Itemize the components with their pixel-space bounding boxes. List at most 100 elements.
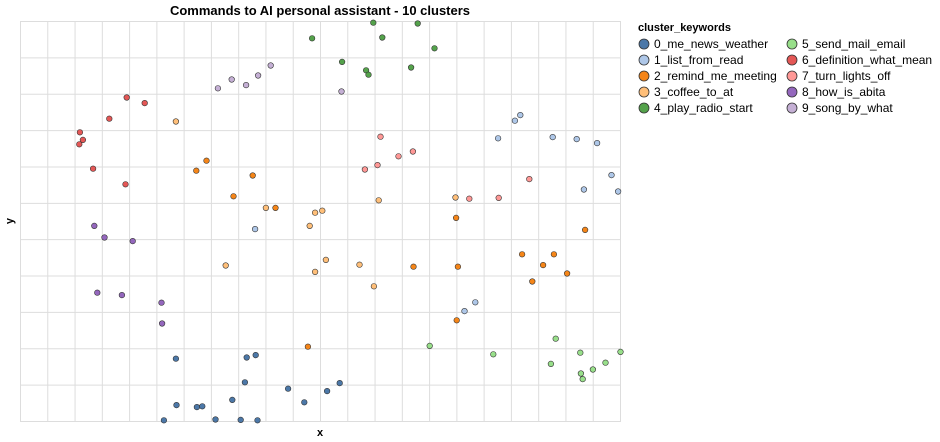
data-point-cluster-0 [229,396,236,404]
y-axis-title: y [4,217,16,224]
data-point-cluster-0 [285,385,292,392]
data-point-cluster-7 [361,166,369,173]
data-point-cluster-2 [550,251,558,258]
data-point-cluster-6 [89,165,97,172]
legend-label: 2_remind_me_meeting [654,69,777,83]
legend-item: 4_play_radio_start [638,101,753,115]
data-point-cluster-6 [76,141,83,148]
data-point-cluster-1 [608,172,615,179]
legend-item: 0_me_news_weather [638,37,768,51]
legend-symbol [638,38,650,50]
data-point-cluster-9 [267,62,274,69]
data-point-cluster-1 [614,188,622,195]
legend-label: 8_how_is_abita [802,85,886,99]
data-point-cluster-3 [172,118,179,125]
data-point-cluster-3 [312,268,319,276]
data-points [76,19,624,424]
data-point-cluster-4 [408,64,415,71]
data-point-cluster-7 [377,133,384,140]
legend-label: 6_definition_what_mean [802,53,932,67]
legend-label: 7_turn_lights_off [802,69,891,83]
legend-symbol [786,38,798,50]
data-point-cluster-0 [241,379,248,386]
data-point-cluster-2 [539,262,547,269]
data-point-cluster-4 [365,71,372,78]
data-point-cluster-6 [79,136,86,143]
data-point-cluster-9 [338,88,345,95]
data-point-cluster-0 [193,404,200,411]
legend-symbol [786,86,798,98]
data-point-cluster-0 [199,403,206,410]
data-point-cluster-3 [262,204,270,211]
data-point-cluster-7 [466,195,473,202]
data-point-cluster-2 [453,317,460,324]
data-point-cluster-4 [379,34,386,41]
data-point-cluster-5 [577,370,585,377]
data-point-cluster-2 [518,251,526,258]
legend-item: 6_definition_what_mean [786,53,932,67]
data-point-cluster-3 [319,207,326,214]
data-point-cluster-5 [589,366,597,373]
data-point-cluster-7 [395,153,402,160]
legend-item: 1_list_from_read [638,53,743,67]
data-point-cluster-7 [495,194,502,201]
legend-item: 8_how_is_abita [786,85,886,99]
data-point-cluster-1 [517,111,524,119]
data-point-cluster-8 [101,234,108,241]
legend-symbol [638,70,650,82]
legend-symbol [786,54,798,66]
legend-label: 0_me_news_weather [654,37,768,51]
data-point-cluster-2 [410,263,417,270]
data-point-cluster-3 [222,262,229,269]
legend-item: 7_turn_lights_off [786,69,891,83]
data-point-cluster-5 [602,359,609,366]
data-point-cluster-5 [490,351,497,358]
data-point-cluster-4 [414,20,421,27]
data-point-cluster-0 [336,380,343,387]
data-point-cluster-2 [581,226,589,233]
data-point-cluster-2 [230,193,237,200]
data-point-cluster-9 [243,81,250,89]
data-point-cluster-5 [579,376,586,383]
data-point-cluster-2 [249,172,256,179]
data-point-cluster-8 [129,238,136,245]
data-point-cluster-9 [214,85,221,92]
legend-symbol [638,86,650,98]
legend-title: cluster_keywords [638,22,731,34]
legend-label: 5_send_mail_email [802,37,905,51]
data-point-cluster-3 [452,194,459,201]
data-point-cluster-1 [495,135,502,142]
data-point-cluster-1 [573,136,580,143]
data-point-cluster-5 [547,360,555,368]
legend-label: 4_play_radio_start [654,101,753,115]
data-point-cluster-9 [228,76,235,83]
data-point-cluster-2 [304,343,312,350]
gridlines [20,21,621,422]
data-point-cluster-2 [454,263,462,270]
data-point-cluster-0 [212,416,219,423]
legend-item: 2_remind_me_meeting [638,69,777,83]
data-point-cluster-6 [123,94,130,101]
legend-symbol [638,54,650,66]
data-point-cluster-8 [118,292,125,299]
data-point-cluster-4 [339,58,346,66]
data-point-cluster-0 [173,402,180,409]
data-point-cluster-5 [577,349,584,356]
data-point-cluster-2 [203,157,210,164]
data-point-cluster-0 [243,354,250,361]
data-point-cluster-7 [374,162,381,169]
chart-title: Commands to AI personal assistant - 10 c… [170,3,470,18]
data-point-cluster-0 [160,417,167,424]
data-point-cluster-3 [375,197,382,204]
data-point-cluster-3 [306,222,313,229]
data-point-cluster-9 [255,72,262,79]
data-point-cluster-6 [122,181,129,188]
data-point-cluster-0 [172,355,179,362]
data-point-cluster-2 [529,278,536,285]
data-point-cluster-8 [91,222,98,229]
data-point-cluster-7 [526,176,533,183]
legend-item: 9_song_by_what [786,101,893,115]
data-point-cluster-2 [453,214,460,221]
legend-item: 3_coffee_to_at [638,85,734,99]
